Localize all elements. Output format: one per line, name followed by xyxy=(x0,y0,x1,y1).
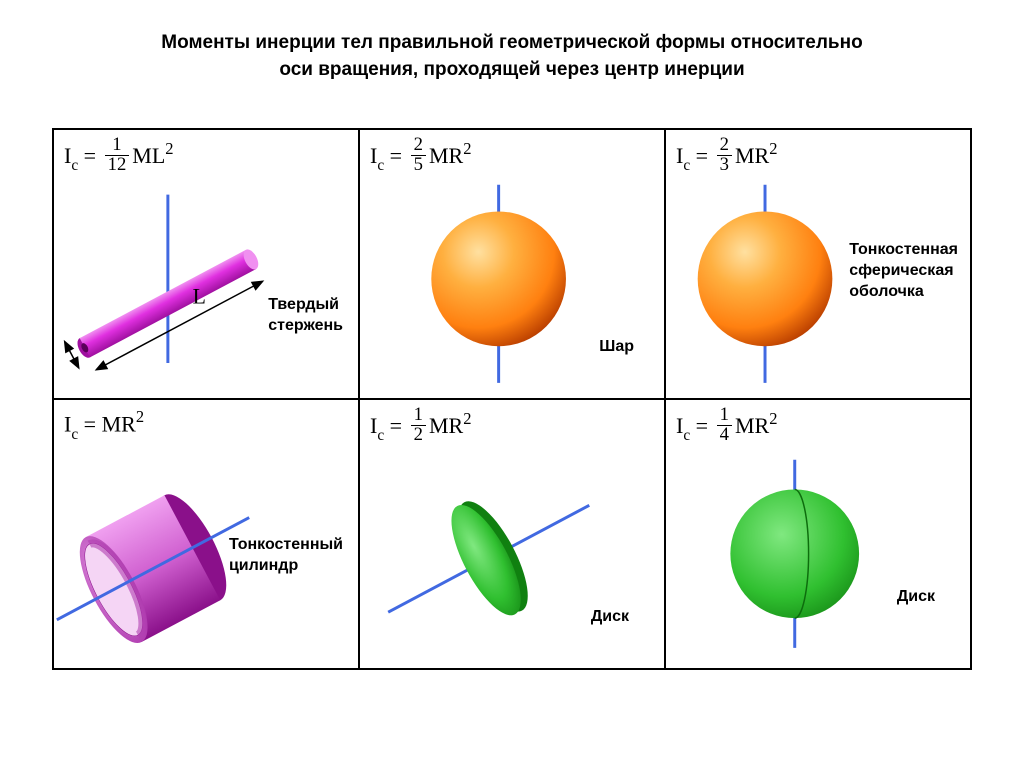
cell-disk-perp: Ic = 12MR2 Диск xyxy=(359,399,665,669)
cell-disk-diam: Ic = 14MR2 Диск xyxy=(665,399,971,669)
page-title: Моменты инерции тел правильной геометрич… xyxy=(50,30,974,83)
cell-hoop: Ic = MR2 xyxy=(53,399,359,669)
label-hoop: Тонкостенный цилиндр xyxy=(229,535,343,577)
title-line-2: оси вращения, проходящей через центр ине… xyxy=(279,59,744,80)
label-shell: Тонкостенная сферическая оболочка xyxy=(849,240,958,302)
label-disk-diam: Диск xyxy=(897,587,935,608)
label-sphere: Шар xyxy=(599,337,634,358)
rod-diagram: L xyxy=(54,130,358,398)
cell-shell: Ic = 23MR2 Тонкостенная сферическая обол… xyxy=(665,129,971,399)
label-disk-perp: Диск xyxy=(591,607,629,628)
title-line-1: Моменты инерции тел правильной геометрич… xyxy=(161,32,862,53)
disk-diam-diagram xyxy=(666,400,970,668)
cell-rod: Ic = 112ML2 xyxy=(53,129,359,399)
inertia-table: Ic = 112ML2 xyxy=(52,128,972,670)
length-label: L xyxy=(193,285,206,309)
label-rod: Твердый стержень xyxy=(268,295,343,337)
hoop-diagram xyxy=(54,400,358,668)
cell-sphere: Ic = 25MR2 Шар xyxy=(359,129,665,399)
